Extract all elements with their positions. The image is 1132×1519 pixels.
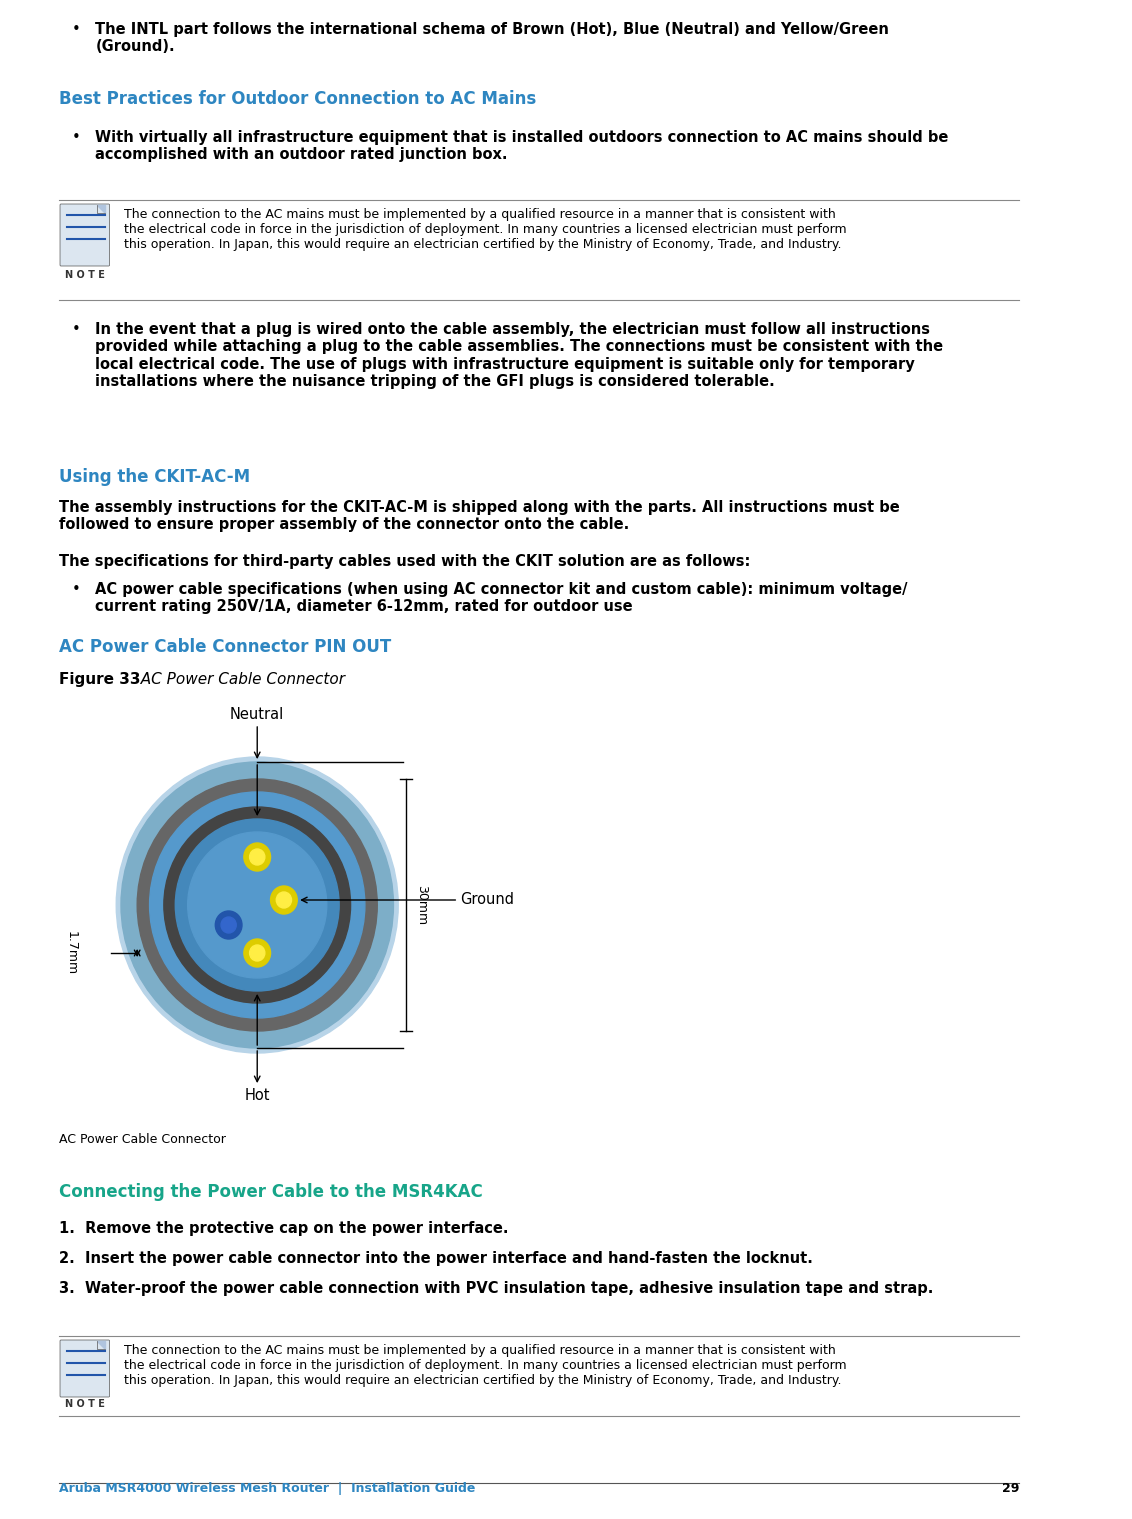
Text: N O T E: N O T E (65, 270, 105, 279)
Text: 3.  Water-proof the power cable connection with PVC insulation tape, adhesive in: 3. Water-proof the power cable connectio… (59, 1281, 934, 1296)
Text: The assembly instructions for the CKIT-AC-M is shipped along with the parts. All: The assembly instructions for the CKIT-A… (59, 500, 900, 532)
Text: Figure 33: Figure 33 (59, 671, 140, 687)
Text: The connection to the AC mains must be implemented by a qualified resource in a : The connection to the AC mains must be i… (123, 208, 847, 251)
Text: Using the CKIT-AC-M: Using the CKIT-AC-M (59, 468, 250, 486)
Text: AC Power Cable Connector: AC Power Cable Connector (59, 1133, 226, 1145)
Text: In the event that a plug is wired onto the cable assembly, the electrician must : In the event that a plug is wired onto t… (95, 322, 943, 389)
Text: 1.7mm: 1.7mm (66, 931, 78, 975)
Text: The INTL part follows the international schema of Brown (Hot), Blue (Neutral) an: The INTL part follows the international … (95, 21, 889, 55)
Text: •: • (71, 582, 80, 597)
Circle shape (276, 892, 292, 908)
Text: Neutral: Neutral (230, 706, 284, 722)
Text: Hot: Hot (245, 1088, 269, 1103)
Text: 1.  Remove the protective cap on the power interface.: 1. Remove the protective cap on the powe… (59, 1221, 508, 1236)
Text: 29: 29 (1002, 1483, 1019, 1495)
Circle shape (149, 791, 365, 1018)
Circle shape (121, 763, 394, 1048)
Text: Best Practices for Outdoor Connection to AC Mains: Best Practices for Outdoor Connection to… (59, 90, 537, 108)
Circle shape (243, 843, 271, 870)
Circle shape (271, 886, 298, 914)
Text: Ground: Ground (460, 893, 514, 907)
FancyBboxPatch shape (60, 204, 110, 266)
Polygon shape (97, 1341, 105, 1349)
Circle shape (164, 807, 351, 1003)
Text: N O T E: N O T E (65, 1399, 105, 1410)
Circle shape (175, 819, 340, 990)
Text: AC Power Cable Connector PIN OUT: AC Power Cable Connector PIN OUT (59, 638, 392, 656)
Text: 2.  Insert the power cable connector into the power interface and hand-fasten th: 2. Insert the power cable connector into… (59, 1252, 813, 1265)
Polygon shape (97, 205, 105, 213)
Text: 30mm: 30mm (415, 886, 428, 925)
Circle shape (137, 779, 377, 1031)
Circle shape (249, 849, 265, 864)
Circle shape (243, 939, 271, 968)
Text: The specifications for third-party cables used with the CKIT solution are as fol: The specifications for third-party cable… (59, 554, 751, 570)
Text: Aruba MSR4000 Wireless Mesh Router  |  Installation Guide: Aruba MSR4000 Wireless Mesh Router | Ins… (59, 1483, 475, 1495)
Text: The connection to the AC mains must be implemented by a qualified resource in a : The connection to the AC mains must be i… (123, 1344, 847, 1387)
Circle shape (117, 756, 398, 1053)
Circle shape (249, 945, 265, 962)
Text: AC power cable specifications (when using AC connector kit and custom cable): mi: AC power cable specifications (when usin… (95, 582, 908, 614)
Text: •: • (71, 131, 80, 144)
Text: Connecting the Power Cable to the MSR4KAC: Connecting the Power Cable to the MSR4KA… (59, 1183, 483, 1202)
FancyBboxPatch shape (60, 1340, 110, 1397)
Text: •: • (71, 322, 80, 337)
Text: AC Power Cable Connector: AC Power Cable Connector (130, 671, 344, 687)
Text: With virtually all infrastructure equipment that is installed outdoors connectio: With virtually all infrastructure equipm… (95, 131, 949, 163)
Text: •: • (71, 21, 80, 36)
Circle shape (221, 917, 237, 933)
Circle shape (188, 832, 327, 978)
Circle shape (215, 911, 242, 939)
